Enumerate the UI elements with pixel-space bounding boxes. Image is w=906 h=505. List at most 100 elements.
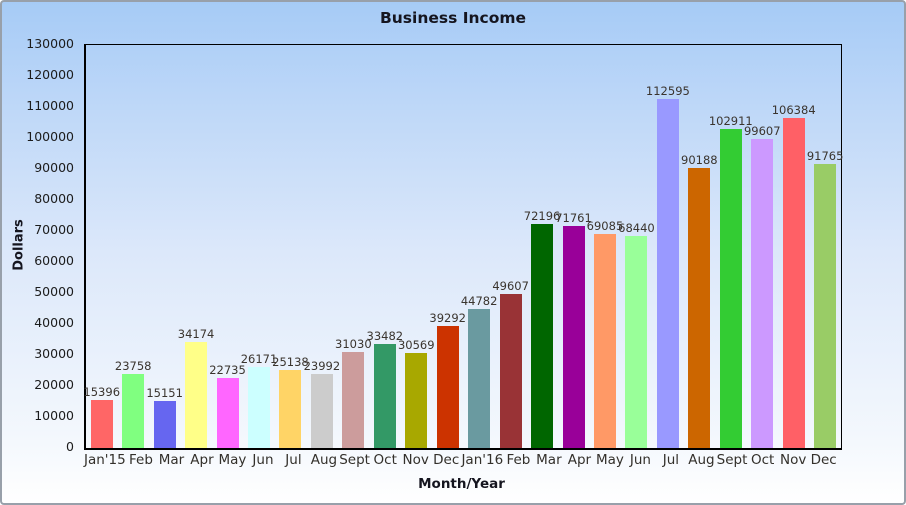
x-tick-label: Aug	[310, 452, 338, 468]
bar-value-label: 106384	[771, 103, 816, 118]
y-tick-label: 110000	[26, 98, 74, 113]
bar-slot: 49607	[492, 45, 529, 448]
x-tick-label: Apr	[190, 452, 214, 468]
bar-value-label: 90188	[681, 153, 718, 168]
bar-15-apr: 71761	[555, 211, 592, 448]
bar-slot: 39292	[429, 45, 466, 448]
x-tick-label: Feb	[506, 452, 531, 468]
bar-18-jul: 112595	[646, 84, 690, 448]
bar-slot: 31030	[335, 45, 372, 448]
bar-value-label: 102911	[708, 114, 753, 128]
bar-19-aug: 90188	[681, 153, 718, 448]
bar-20-sept: 102911	[709, 114, 753, 448]
bar-3-apr: 34174	[178, 327, 214, 448]
y-tick-label: 0	[66, 439, 74, 454]
bar-21-oct: 99607	[744, 124, 781, 448]
bar-value-label: 39292	[429, 311, 466, 326]
x-tick-label: Jan'15	[84, 452, 126, 468]
y-tick-label: 50000	[34, 284, 74, 299]
bar-slot: 22735	[209, 45, 246, 448]
x-tick-label: Jun	[629, 452, 651, 468]
bar-slot: 72196	[524, 45, 560, 448]
bar-5-jun: 26171	[241, 352, 277, 448]
y-tick-label: 40000	[34, 315, 74, 330]
bar-slot: 23758	[115, 45, 151, 448]
bar-value-label: 71761	[555, 210, 592, 225]
bar-slot: 30569	[398, 45, 435, 448]
y-tick-label: 70000	[34, 222, 74, 237]
bar-6-jul: 25138	[272, 355, 309, 448]
x-tick-label: May	[595, 452, 624, 468]
bar-value-label: 23758	[114, 359, 152, 374]
x-tick-label: May	[218, 452, 247, 468]
y-tick-label: 90000	[34, 160, 74, 175]
bar-value-label: 112595	[645, 84, 690, 98]
bar-slot: 112595	[646, 45, 690, 448]
bar-slot: 69085	[587, 45, 623, 448]
bar-slot: 99607	[744, 45, 781, 448]
x-tick-label: Oct	[750, 452, 775, 468]
bar-10-nov: 30569	[398, 338, 435, 448]
bar-slot: 33482	[367, 45, 403, 448]
bar-value-label: 49607	[492, 279, 529, 294]
bar-1-feb: 23758	[115, 359, 151, 448]
x-tick-label: Sept	[339, 452, 370, 468]
bars-container: 15396 23758 15151 34174 22735 26171 25138 23992…	[83, 45, 843, 448]
bar-11-dec: 39292	[429, 311, 466, 448]
y-tick-label: 30000	[34, 346, 74, 361]
bar-slot: 34174	[178, 45, 214, 448]
bar-slot: 68440	[618, 45, 655, 448]
y-tick-label: 10000	[34, 408, 74, 423]
y-tick-label: 100000	[26, 129, 74, 144]
bar-value-label: 44782	[460, 294, 498, 309]
bar-slot: 15396	[83, 45, 120, 448]
bar-slot: 25138	[272, 45, 309, 448]
x-tick-label: Jan'16	[461, 452, 504, 468]
bar-7-aug: 23992	[304, 359, 340, 448]
bar-slot: 23992	[304, 45, 340, 448]
bar-12-jan16: 44782	[461, 294, 497, 448]
x-tick-label: Mar	[536, 452, 562, 468]
bar-17-jun: 68440	[618, 221, 655, 448]
x-axis-title: Month/Year	[418, 476, 505, 492]
bar-value-label: 30569	[397, 338, 435, 353]
y-tick-label: 120000	[26, 67, 74, 82]
bar-value-label: 69085	[586, 218, 624, 233]
bar-value-label: 33482	[366, 329, 404, 344]
x-tick-label: Oct	[373, 452, 397, 468]
bar-2-mar: 15151	[146, 386, 183, 448]
x-tick-label: Mar	[158, 452, 185, 468]
bar-slot: 90188	[681, 45, 718, 448]
bar-value-label: 72196	[523, 209, 561, 224]
bar-14-mar: 72196	[524, 209, 560, 448]
bar-value-label: 23992	[303, 358, 341, 373]
bar-value-label: 25138	[272, 355, 309, 370]
plot-area: 15396 23758 15151 34174 22735 26171 25138 23992…	[83, 44, 843, 450]
bar-4-may: 22735	[209, 363, 246, 448]
x-tick-label: Sept	[716, 452, 748, 468]
bar-slot: 106384	[772, 45, 816, 448]
bar-value-label: 99607	[743, 124, 781, 139]
bar-value-label: 34174	[177, 327, 215, 342]
bar-value-label: 15151	[146, 386, 183, 400]
x-tick-label: Nov	[779, 452, 807, 468]
bar-13-feb: 49607	[492, 279, 529, 448]
bar-slot: 26171	[241, 45, 277, 448]
y-tick-label: 130000	[26, 36, 74, 51]
bar-slot: 102911	[709, 45, 753, 448]
y-tick-label: 60000	[34, 253, 74, 268]
y-tick-label: 80000	[34, 191, 74, 206]
x-tick-label: Jul	[662, 452, 680, 468]
x-tick-label: Apr	[567, 452, 592, 468]
bar-8-sept: 31030	[335, 337, 372, 448]
x-tick-label: Jul	[285, 452, 302, 468]
bar-value-label: 31030	[335, 336, 372, 351]
bar-23-dec: 91765	[807, 149, 843, 448]
bar-0-jan15: 15396	[83, 385, 120, 448]
x-tick-label: Feb	[129, 452, 153, 468]
x-axis-tick-labels: Jan'15 Feb Mar Apr May Jun Jul Aug Sept Oct Nov Dec…	[84, 452, 839, 468]
x-tick-label: Aug	[688, 452, 715, 468]
bar-value-label: 15396	[83, 385, 121, 400]
bar-9-oct: 33482	[367, 329, 403, 448]
